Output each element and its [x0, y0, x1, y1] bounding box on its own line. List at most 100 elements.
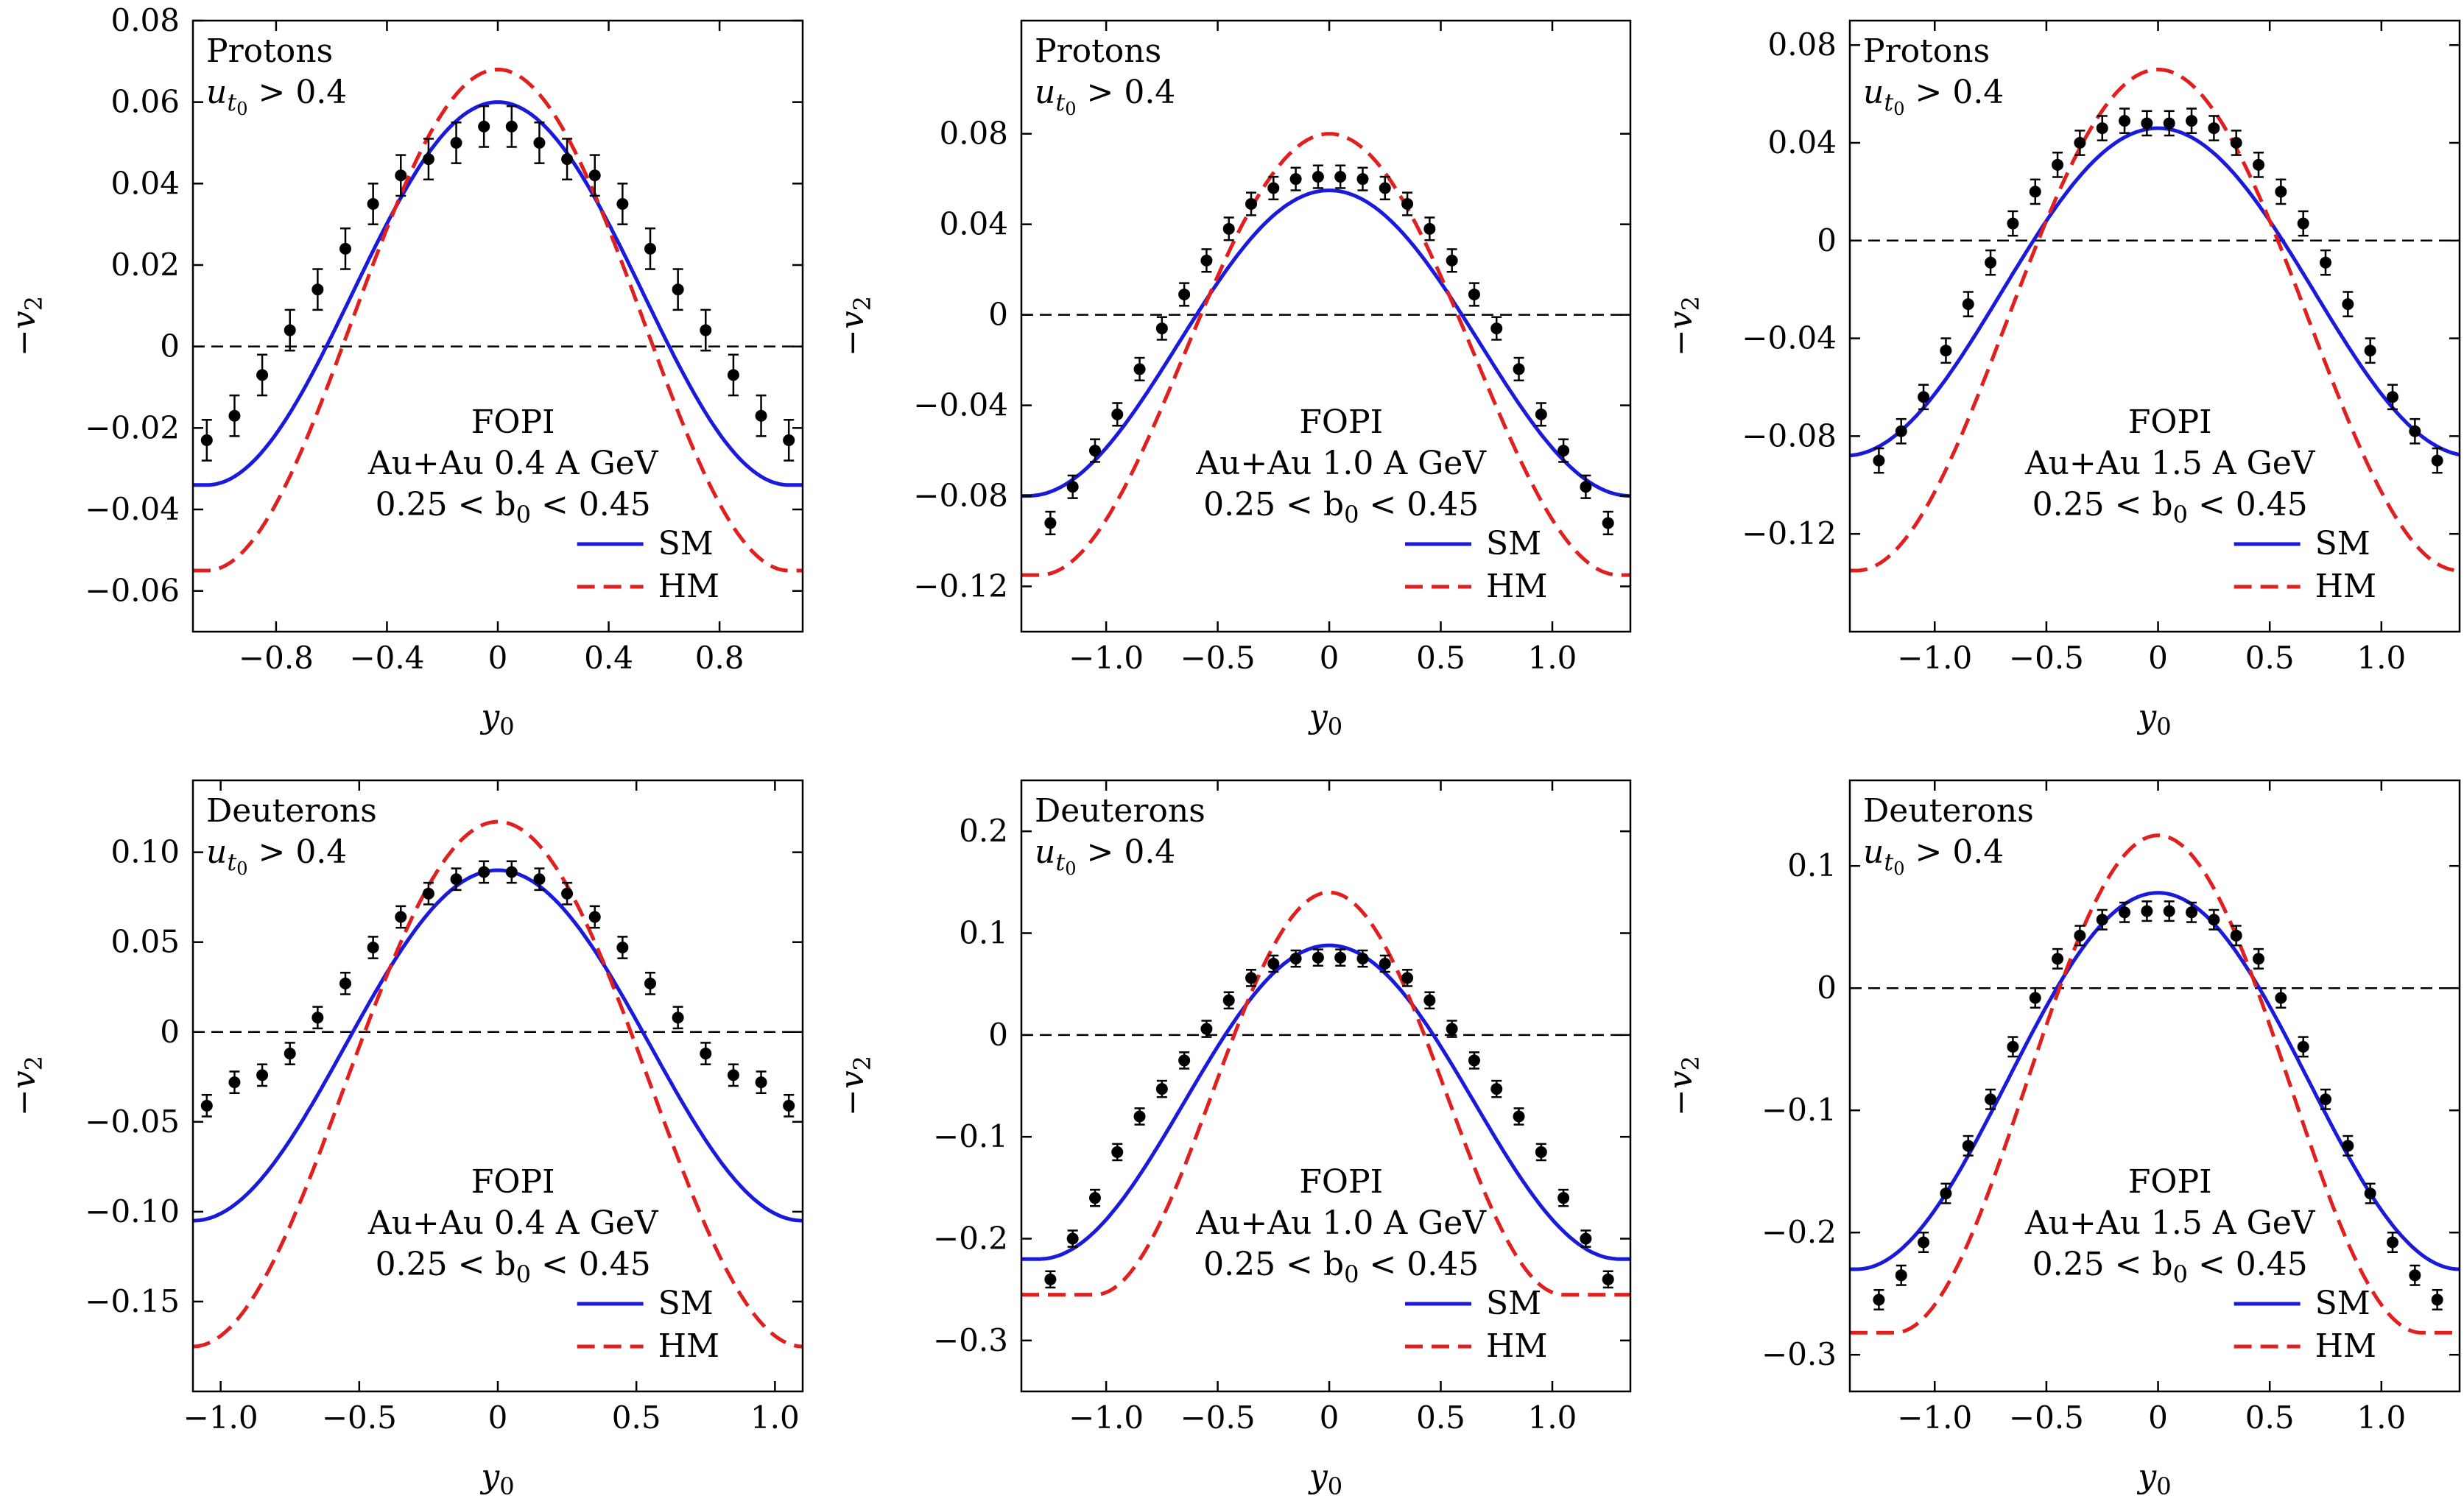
cut-label: ut0 > 0.4: [1863, 833, 2004, 879]
y-tick-label: 0.2: [959, 813, 1008, 849]
x-tick-label: −0.5: [2009, 1400, 2084, 1436]
cut-label: ut0 > 0.4: [206, 74, 347, 119]
data-point: [2387, 1231, 2399, 1254]
legend-sm-label: SM: [2315, 1285, 2370, 1322]
data-point: [1468, 1051, 1480, 1070]
experiment-label: FOPI: [471, 403, 555, 441]
data-point: [2275, 178, 2287, 205]
data-point: [1155, 316, 1168, 341]
data-point: [1940, 1182, 1952, 1204]
legend: SM HM: [1405, 525, 1547, 605]
y-tick-label: −0.04: [85, 491, 180, 527]
data-point: [672, 1006, 684, 1030]
x-axis-title: y0: [479, 1458, 514, 1500]
panel-4: −1.0 −0.5 0 0.5 1.0 −0.15 −0.10 −0.05 0 0.05 0.10 y…: [5, 779, 804, 1500]
data-point: [2141, 900, 2153, 922]
x-tick-label: −0.5: [2009, 640, 2084, 676]
y-tick-label: −0.08: [1742, 417, 1837, 453]
data-point: [2208, 115, 2220, 141]
y-tick-label: −0.1: [1761, 1092, 1837, 1128]
x-tick-label: −0.8: [239, 640, 314, 676]
data-point: [478, 860, 490, 884]
x-tick-label: 0.5: [1416, 640, 1465, 676]
legend-hm-label: HM: [658, 568, 719, 605]
data-point: [1985, 249, 1997, 276]
data-point: [1312, 164, 1324, 189]
plot-frame: [1020, 19, 1632, 633]
particle-label: Protons: [1863, 32, 1990, 70]
y-axis-title: −v2: [1662, 296, 1705, 356]
data-point: [1044, 1270, 1057, 1289]
legend: SM HM: [1405, 1285, 1547, 1365]
cut-label: ut0 > 0.4: [1035, 833, 1175, 879]
data-point: [700, 308, 712, 352]
y-tick-label: −0.06: [85, 573, 180, 609]
system-label: Au+Au 1.5 A GeV: [2024, 445, 2316, 482]
plot-frame: [1848, 779, 2461, 1393]
data-point: [783, 419, 795, 462]
data-point: [1490, 316, 1503, 341]
y-tick-label: 0: [988, 297, 1008, 333]
data-point: [2253, 947, 2265, 970]
x-tick-label: −0.5: [1180, 640, 1256, 676]
data-point: [1178, 1051, 1191, 1070]
y-tick-label: −0.12: [913, 568, 1008, 604]
data-point: [256, 353, 269, 397]
data-point: [2186, 107, 2198, 134]
y-tick-label: 0.04: [1767, 124, 1837, 160]
data-point: [2297, 210, 2309, 237]
data-point: [2119, 901, 2131, 923]
data-point: [1602, 1270, 1614, 1289]
x-tick-label: 0.5: [1416, 1400, 1465, 1436]
data-point: [2409, 417, 2421, 445]
impact-cut-label: 0.25 < b0 < 0.45: [1203, 486, 1479, 529]
y-tick-label: −0.10: [85, 1193, 180, 1229]
data-point: [2230, 130, 2242, 156]
data-point: [2052, 947, 2064, 970]
data-point: [1379, 954, 1391, 973]
y-tick-label: 0: [160, 328, 180, 364]
data-point: [1985, 1088, 1997, 1110]
sm-curve: [193, 100, 803, 487]
x-tick-label: 1.0: [2356, 640, 2406, 676]
y-axis-title: −v2: [1662, 1056, 1705, 1116]
data-point: [1918, 1231, 1930, 1254]
data-point: [1895, 1264, 1907, 1286]
data-point: [1222, 216, 1235, 241]
x-tick-label: 0.4: [584, 640, 633, 676]
data-point: [2141, 110, 2153, 137]
data-point: [2364, 337, 2376, 364]
data-point: [727, 353, 739, 397]
data-point: [1379, 175, 1391, 201]
cut-label: ut0 > 0.4: [1863, 74, 2004, 119]
data-point: [1873, 1288, 1885, 1311]
y-axis-title: −v2: [834, 296, 876, 356]
data-point: [588, 154, 601, 197]
panel-5: −1.0 −0.5 0 0.5 1.0 −0.3 −0.2 −0.1 0 0.1 0.2 y0 −v2 D…: [834, 779, 1632, 1500]
particle-label: Deuterons: [1035, 792, 1205, 830]
data-point: [1895, 417, 1907, 445]
data-point: [2431, 1288, 2443, 1311]
data-point: [367, 936, 379, 959]
data-point: [1557, 438, 1570, 463]
data-point: [2320, 1088, 2332, 1110]
hm-curve: [1850, 67, 2460, 573]
x-axis-title: y0: [1308, 698, 1342, 741]
data-point: [1245, 969, 1258, 987]
data-point: [1245, 191, 1258, 216]
y-tick-label: 0: [1817, 222, 1837, 258]
y-tick-label: −0.1: [933, 1118, 1008, 1154]
data-point: [1490, 1079, 1503, 1098]
data-point: [2074, 925, 2086, 947]
data-point: [2387, 384, 2399, 411]
data-point: [2096, 908, 2108, 931]
y-tick-label: 0.02: [110, 247, 180, 283]
data-point: [450, 121, 462, 164]
sm-curve: [1021, 188, 1630, 498]
data-point: [1088, 438, 1101, 463]
sm-curve: [193, 868, 803, 1223]
data-point: [1222, 991, 1235, 1010]
data-point: [2029, 178, 2041, 205]
x-tick-label: 0.8: [695, 640, 745, 676]
experiment-label: FOPI: [1299, 403, 1383, 441]
